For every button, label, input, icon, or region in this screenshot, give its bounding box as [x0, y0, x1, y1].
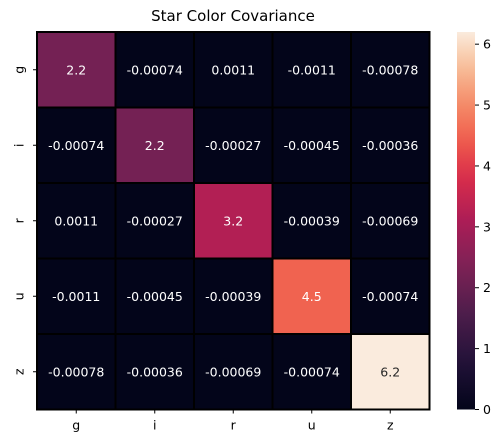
- heatmap-cell-u-u: [271, 257, 352, 335]
- cell-label-i-r: -0.00027: [205, 138, 261, 153]
- heatmap-cell-u-r: [193, 257, 274, 335]
- colorbar-tick-label-4: 4: [483, 158, 491, 173]
- x-tick-label-u: u: [308, 418, 316, 433]
- cell-label-z-u: -0.00074: [284, 364, 340, 379]
- chart-title: Star Color Covariance: [151, 7, 315, 25]
- colorbar-tick-label-5: 5: [483, 98, 491, 113]
- cell-label-i-i: 2.2: [145, 138, 165, 153]
- colorbar-gradient: [457, 32, 475, 410]
- colorbar-tick-label-6: 6: [483, 37, 491, 52]
- cell-label-g-i: -0.00074: [127, 62, 183, 77]
- cell-label-z-i: -0.00036: [127, 364, 183, 379]
- cell-label-u-z: -0.00074: [362, 289, 418, 304]
- heatmap-cell-z-g: [36, 333, 117, 411]
- cell-label-u-i: -0.00045: [127, 289, 183, 304]
- heatmap-cell-u-i: [114, 257, 195, 335]
- heatmap-cell-u-z: [350, 257, 431, 335]
- x-tick-label-i: i: [153, 418, 156, 433]
- heatmap-cell-z-r: [193, 333, 274, 411]
- cell-label-i-z: -0.00036: [362, 138, 418, 153]
- x-tick-label-r: r: [231, 418, 237, 433]
- cell-label-u-r: -0.00039: [205, 289, 261, 304]
- y-tick-label-z: z: [12, 368, 27, 375]
- cell-label-r-z: -0.00069: [362, 213, 418, 228]
- cell-label-g-u: -0.0011: [288, 62, 336, 77]
- y-tick-label-g: g: [12, 66, 27, 74]
- cell-label-r-i: -0.00027: [127, 213, 183, 228]
- cell-label-g-z: -0.00078: [362, 62, 418, 77]
- heatmap-cell-i-z: [350, 106, 431, 184]
- cell-label-i-u: -0.00045: [284, 138, 340, 153]
- y-tick-label-r: r: [12, 217, 27, 223]
- cell-label-u-g: -0.0011: [52, 289, 100, 304]
- colorbar-tick-label-3: 3: [483, 219, 491, 234]
- cell-label-g-r: 0.0011: [211, 62, 255, 77]
- y-tick-label-i: i: [12, 144, 27, 147]
- x-tick-label-g: g: [72, 418, 80, 433]
- colorbar: 0 1 2 3 4 5 6: [457, 32, 491, 417]
- cell-label-z-r: -0.00069: [205, 364, 261, 379]
- cell-label-u-u: 4.5: [302, 289, 322, 304]
- cell-label-g-g: 2.2: [66, 62, 86, 77]
- cell-label-z-g: -0.00078: [48, 364, 104, 379]
- heatmap-cell-r-u: [271, 182, 352, 260]
- x-tick-label-z: z: [387, 418, 394, 433]
- cell-label-i-g: -0.00074: [48, 138, 104, 153]
- colorbar-tick-label-0: 0: [483, 402, 491, 417]
- heatmap-cell-z-i: [114, 333, 195, 411]
- colorbar-tick-label-1: 1: [483, 341, 491, 356]
- heatmap-cell-i-r: [193, 106, 274, 184]
- cell-label-r-g: 0.0011: [54, 213, 98, 228]
- colorbar-tick-label-2: 2: [483, 280, 491, 295]
- cell-label-z-z: 6.2: [380, 364, 400, 379]
- cell-label-r-u: -0.00039: [284, 213, 340, 228]
- cell-label-r-r: 3.2: [223, 213, 243, 228]
- y-axis: g i r u z: [12, 66, 37, 375]
- heatmap-cell-r-i: [114, 182, 195, 260]
- heatmap-cell-labels: 2.2 -0.00074 0.0011 -0.0011 -0.00078 -0.00074…: [48, 62, 418, 379]
- heatmap-cell-g-i: [114, 31, 195, 109]
- y-tick-label-u: u: [12, 292, 27, 300]
- heatmap-cells: [36, 31, 431, 411]
